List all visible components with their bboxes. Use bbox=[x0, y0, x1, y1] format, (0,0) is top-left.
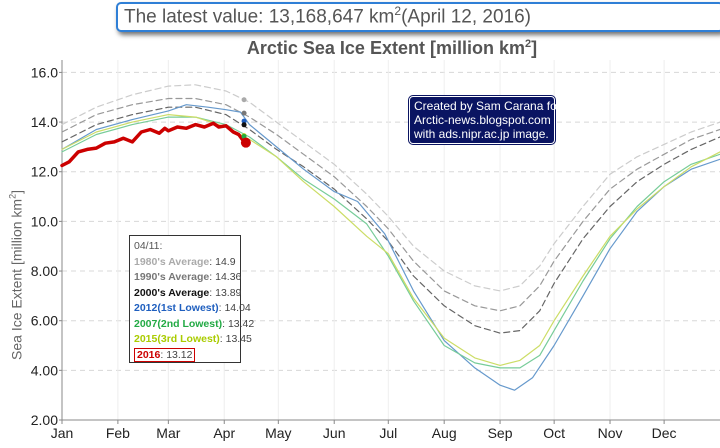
y-tick-label: 16.0 bbox=[31, 64, 58, 80]
x-tick-label: Apr bbox=[213, 425, 235, 441]
series-line-2000-s-average bbox=[61, 106, 720, 334]
series-end-marker bbox=[241, 122, 247, 128]
x-tick-label: Nov bbox=[598, 425, 623, 441]
legend-item-2012: 2012(1st Lowest): 14.04 bbox=[134, 302, 251, 314]
legend-item-2000s: 2000's Average: 13.89 bbox=[134, 286, 242, 299]
x-tick-label: Jun bbox=[323, 425, 346, 441]
x-tick-label: May bbox=[265, 425, 291, 441]
x-tick-label: Jul bbox=[379, 425, 397, 441]
x-tick-label: Oct bbox=[543, 425, 565, 441]
legend-item-2015: 2015(3rd Lowest): 13.45 bbox=[134, 333, 252, 345]
legend-item-1980s: 1980's Average: 14.9 bbox=[134, 255, 236, 268]
x-tick-label: Sep bbox=[488, 425, 513, 441]
y-tick-label: 8.00 bbox=[31, 263, 58, 279]
y-tick-label: 10.0 bbox=[31, 213, 58, 229]
latest-value-text: The latest value: 13,168,647 km2(April 1… bbox=[124, 4, 531, 28]
series-line-2016 bbox=[60, 121, 248, 168]
x-tick-label: Aug bbox=[432, 425, 457, 441]
y-tick-label: 6.00 bbox=[31, 313, 58, 329]
series-end-marker bbox=[241, 97, 247, 103]
series-line-1980-s-average bbox=[61, 84, 720, 292]
series-end-marker bbox=[241, 110, 247, 116]
credit-line: with ads.nipr.ac.jp image. bbox=[414, 127, 549, 141]
x-tick-label: Mar bbox=[156, 425, 180, 441]
latest-value-banner bbox=[116, 2, 720, 32]
y-tick-label: 12.0 bbox=[31, 164, 58, 180]
x-tick-label: Feb bbox=[106, 425, 130, 441]
latest-value-marker bbox=[240, 137, 251, 148]
legend-date: 04/11: bbox=[134, 240, 163, 252]
legend-item-2016: 2016: 13.12 bbox=[134, 347, 236, 364]
series-line-1990-s-average bbox=[61, 97, 720, 312]
credit-line: Created by Sam Carana for bbox=[414, 99, 561, 113]
series-line-2012-1st-lowest bbox=[61, 104, 720, 391]
y-tick-label: 4.00 bbox=[31, 362, 58, 378]
legend-item-2007: 2007(2nd Lowest): 13.42 bbox=[134, 317, 255, 330]
chart-legend: 04/11: 1980's Average: 14.9 1990's Avera… bbox=[129, 235, 255, 364]
credit-line: Arctic-news.blogspot.com bbox=[414, 113, 551, 127]
y-tick-label: 14.0 bbox=[31, 114, 58, 130]
credit-box: Created by Sam Carana for Arctic-news.bl… bbox=[409, 96, 561, 144]
legend-item-1990s: 1990's Average: 14.36 bbox=[134, 271, 242, 283]
y-tick-label: 2.00 bbox=[31, 412, 58, 428]
x-tick-label: Jan bbox=[51, 425, 74, 441]
chart-title: Arctic Sea Ice Extent [million km2] bbox=[246, 38, 538, 58]
series-end-marker bbox=[241, 118, 247, 124]
x-tick-label: Dec bbox=[652, 425, 677, 441]
series-line-2015-3rd-lowest bbox=[61, 114, 720, 366]
